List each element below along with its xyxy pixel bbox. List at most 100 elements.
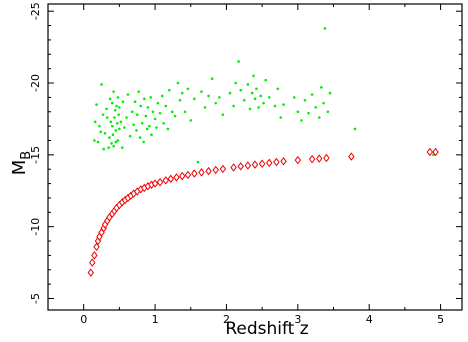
data-point	[113, 116, 116, 119]
data-point	[232, 104, 235, 108]
data-point	[282, 103, 285, 106]
data-point	[116, 96, 120, 99]
data-point	[323, 153, 330, 163]
y-axis-title-subscript: B	[19, 151, 34, 160]
data-point	[173, 173, 180, 182]
data-point	[303, 98, 307, 102]
data-point	[207, 94, 210, 98]
data-point	[102, 147, 105, 151]
data-point	[95, 103, 98, 106]
data-point	[101, 113, 105, 116]
data-point	[432, 147, 439, 157]
data-point	[255, 87, 258, 91]
data-point	[244, 161, 252, 170]
data-point	[111, 133, 115, 137]
data-point	[314, 106, 317, 109]
data-point	[116, 139, 120, 142]
data-point	[114, 140, 118, 144]
y-tick-label: -25	[29, 2, 42, 20]
data-point	[173, 114, 177, 118]
data-point	[316, 154, 323, 163]
data-point	[264, 78, 268, 82]
data-point	[219, 164, 227, 174]
data-point	[144, 114, 148, 118]
data-point	[253, 97, 257, 101]
data-point	[266, 158, 273, 168]
data-point	[120, 146, 124, 149]
data-point	[151, 110, 155, 114]
data-point	[214, 101, 218, 105]
data-point	[137, 90, 140, 93]
y-tick-label: -5	[29, 293, 42, 304]
data-point	[326, 110, 330, 114]
data-point	[145, 127, 149, 131]
data-point	[183, 110, 187, 114]
y-axis-title-main: M	[9, 160, 30, 176]
data-point	[237, 60, 240, 63]
data-point	[138, 136, 142, 139]
series-1	[93, 27, 435, 164]
data-point	[257, 106, 260, 109]
data-point	[191, 169, 198, 178]
data-point	[250, 91, 254, 95]
y-tick-label: -10	[29, 218, 42, 236]
data-point	[108, 97, 112, 101]
data-point	[184, 170, 192, 180]
data-point	[426, 147, 434, 157]
data-point	[198, 168, 205, 177]
data-point	[149, 96, 153, 99]
data-point	[170, 110, 174, 114]
data-point	[162, 121, 165, 125]
data-point	[196, 160, 200, 164]
data-point	[110, 101, 114, 105]
x-axis-title: Redshift z	[225, 319, 308, 339]
data-point	[96, 140, 100, 144]
data-point	[276, 87, 280, 91]
data-point	[153, 117, 157, 121]
data-point	[168, 88, 171, 92]
data-point	[156, 101, 160, 105]
data-point	[89, 258, 96, 267]
data-point	[296, 110, 300, 114]
data-point	[178, 171, 186, 181]
data-point	[108, 136, 111, 139]
data-point	[259, 94, 263, 98]
data-point	[142, 140, 145, 144]
data-point	[115, 121, 119, 125]
data-point	[162, 176, 170, 185]
data-point	[115, 104, 118, 108]
data-point	[251, 160, 259, 169]
y-axis-title: MB	[9, 151, 34, 175]
y-tick-label: -15	[29, 146, 42, 164]
data-point	[228, 91, 232, 95]
data-point	[123, 126, 126, 129]
data-point	[112, 90, 115, 93]
data-point	[180, 91, 184, 95]
data-point	[176, 81, 180, 85]
data-point	[105, 107, 108, 111]
x-tick-label: 2	[223, 313, 230, 326]
data-point	[112, 144, 115, 148]
data-point	[237, 162, 244, 171]
data-point	[193, 97, 196, 101]
x-tick-label: 3	[294, 313, 301, 326]
data-point	[348, 152, 355, 161]
data-point	[210, 77, 214, 81]
data-point	[118, 127, 121, 131]
data-point	[267, 96, 271, 99]
data-point	[317, 116, 321, 119]
data-point	[158, 111, 162, 115]
x-axis-ticks: 0 1 2 3 4 5	[47, 4, 444, 326]
data-point	[93, 242, 100, 252]
x-tick-label: 5	[437, 313, 444, 326]
data-point	[178, 98, 182, 102]
x-tick-label: 1	[152, 313, 159, 326]
data-point	[99, 130, 103, 134]
data-point	[328, 91, 332, 95]
data-point	[151, 179, 159, 188]
data-point	[310, 93, 314, 96]
data-point	[150, 133, 153, 137]
data-point	[308, 154, 316, 164]
data-point	[110, 142, 113, 145]
